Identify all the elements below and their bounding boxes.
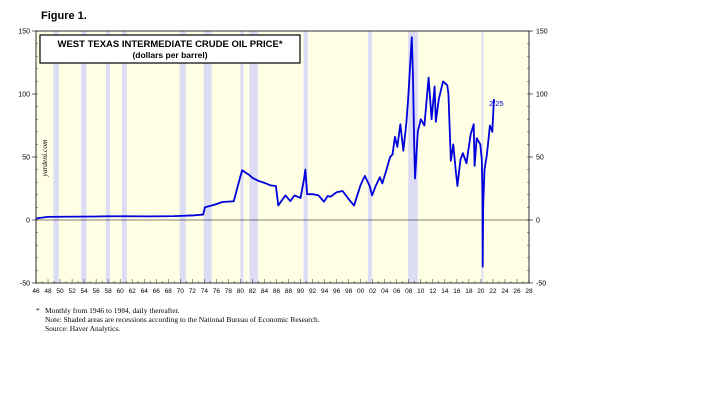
x-tick-label: 12: [429, 288, 437, 295]
x-tick-label: 96: [333, 288, 341, 295]
x-tick-label: 76: [213, 288, 221, 295]
plot-background: [36, 31, 529, 283]
series-layer: [35, 36, 495, 268]
x-tick-label: 86: [273, 288, 281, 295]
figure-label: Figure 1.: [41, 10, 87, 22]
recession-band: [367, 31, 373, 283]
x-tick-label: 78: [225, 288, 233, 295]
recession-band: [240, 31, 244, 283]
x-tick-label: 20: [477, 288, 485, 295]
x-tick-label: 66: [153, 288, 161, 295]
right-y-axis: -50 0 50 100 150: [527, 29, 548, 288]
x-tick-label: 18: [465, 288, 473, 295]
recession-band: [105, 31, 110, 283]
x-tick-label: 92: [309, 288, 317, 295]
recession-band: [121, 31, 127, 283]
x-tick-label: 80: [237, 288, 245, 295]
x-tick-label: 94: [321, 288, 329, 295]
x-tick-label: 02: [369, 288, 377, 295]
footnote-text-1: Monthly from 1946 to 1984, daily thereaf…: [45, 306, 180, 315]
footnote-line-1: * Monthly from 1946 to 1984, daily therea…: [36, 306, 320, 315]
x-tick-label: 28: [525, 288, 533, 295]
x-tick-label: 68: [165, 288, 173, 295]
x-tick-label: 50: [56, 288, 64, 295]
chart-title: WEST TEXAS INTERMEDIATE CRUDE OIL PRICE*: [57, 39, 282, 50]
right-y-tick-label: 150: [536, 29, 548, 36]
recession-band: [303, 31, 308, 283]
chart-subtitle: (dollars per barrel): [132, 50, 207, 60]
left-y-axis: -50 0 50 100 150: [18, 29, 38, 288]
left-y-tick-label: 100: [18, 92, 30, 99]
x-tick-label: 72: [189, 288, 197, 295]
x-tick-label: 48: [44, 288, 52, 295]
x-tick-label: 98: [345, 288, 353, 295]
right-y-tick-label: -50: [536, 281, 546, 288]
series-line: [35, 36, 495, 268]
x-tick-label: 90: [297, 288, 305, 295]
x-tick-label: 74: [201, 288, 209, 295]
x-tick-label: 46: [32, 288, 40, 295]
x-tick-label: 88: [285, 288, 293, 295]
x-tick-label: 00: [357, 288, 365, 295]
x-tick-label: 06: [393, 288, 401, 295]
recession-band: [53, 31, 59, 283]
left-y-tick-label: 0: [26, 218, 30, 225]
x-tick-label: 14: [441, 288, 449, 295]
right-y-tick-label: 0: [536, 218, 540, 225]
x-tick-label: 62: [129, 288, 137, 295]
x-tick-label: 84: [261, 288, 269, 295]
x-tick-label: 26: [513, 288, 521, 295]
x-tick-label: 54: [80, 288, 88, 295]
footnote-star: *: [36, 306, 40, 315]
x-tick-label: 64: [141, 288, 149, 295]
right-y-tick-label: 50: [536, 155, 544, 162]
watermark: yardeni.com: [40, 139, 49, 178]
x-axis: 46 48 50 52 54 56 58 60 62 64 66 68 70 72 74 76 78 80 82 84…: [32, 279, 533, 295]
x-tick-label: 24: [501, 288, 509, 295]
right-y-tick-label: 100: [536, 92, 548, 99]
x-tick-label: 16: [453, 288, 461, 295]
x-tick-label: 60: [117, 288, 125, 295]
recession-band: [179, 31, 186, 283]
recession-band: [81, 31, 87, 283]
x-tick-label: 22: [489, 288, 497, 295]
x-tick-label: 70: [177, 288, 185, 295]
footnotes: * Monthly from 1946 to 1984, daily therea…: [36, 306, 320, 333]
recession-band: [203, 31, 212, 283]
footnote-line-3: Source: Haver Analytics.: [45, 324, 121, 333]
left-y-tick-label: 150: [18, 29, 30, 36]
recession-band: [408, 31, 418, 283]
end-date-label: 2/25: [489, 99, 504, 108]
recession-band: [249, 31, 258, 283]
left-y-tick-label: -50: [20, 281, 30, 288]
left-y-tick-label: 50: [22, 155, 30, 162]
x-tick-label: 82: [249, 288, 257, 295]
x-tick-label: 58: [105, 288, 113, 295]
x-tick-label: 52: [68, 288, 76, 295]
x-tick-label: 56: [93, 288, 101, 295]
x-tick-label: 08: [405, 288, 413, 295]
footnote-line-2: Note: Shaded areas are recessions accord…: [45, 315, 320, 324]
x-tick-label: 04: [381, 288, 389, 295]
title-box: [39, 34, 301, 64]
x-tick-label: 10: [417, 288, 425, 295]
